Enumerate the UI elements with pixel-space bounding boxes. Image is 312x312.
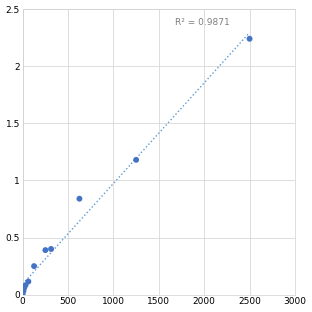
Point <box>77 196 82 201</box>
Point <box>134 157 139 162</box>
Point <box>22 286 27 291</box>
Point <box>26 279 31 284</box>
Point <box>20 292 25 297</box>
Point <box>43 248 48 253</box>
Point <box>49 246 54 251</box>
Point <box>32 264 37 269</box>
Point <box>21 289 26 294</box>
Point <box>23 283 28 288</box>
Point <box>247 36 252 41</box>
Text: R² = 0.9871: R² = 0.9871 <box>175 18 230 27</box>
